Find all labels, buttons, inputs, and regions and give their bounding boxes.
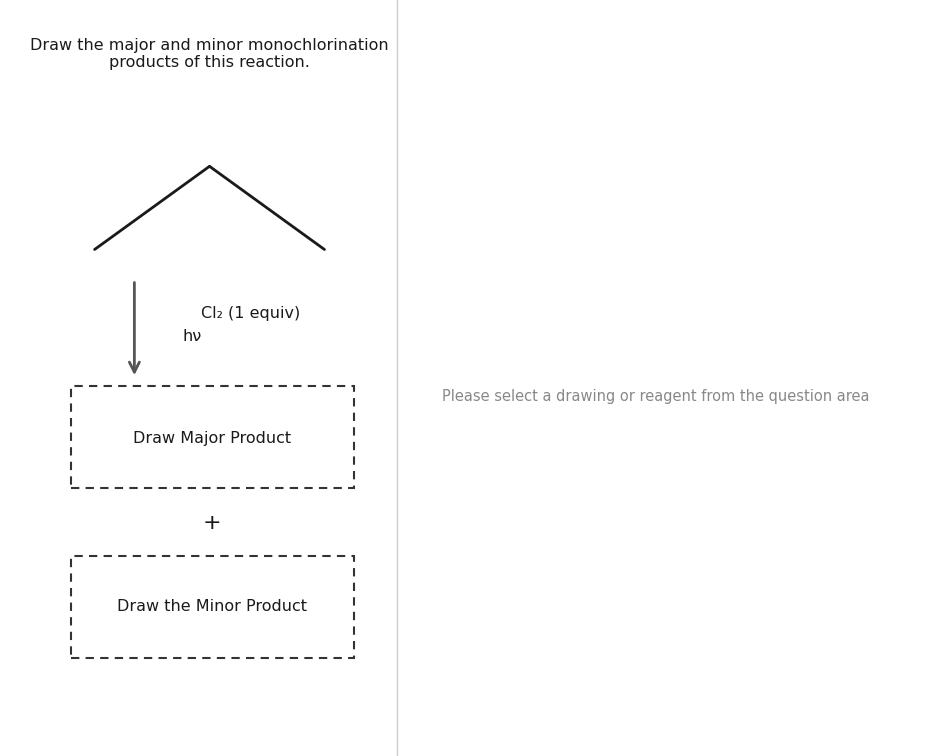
Text: +: +: [203, 513, 221, 533]
Text: Draw the major and minor monochlorination
products of this reaction.: Draw the major and minor monochlorinatio…: [30, 38, 389, 70]
Text: hν: hν: [183, 329, 202, 344]
Text: Cl₂ (1 equiv): Cl₂ (1 equiv): [201, 306, 300, 321]
Text: Draw the Minor Product: Draw the Minor Product: [117, 599, 307, 614]
Text: Draw Major Product: Draw Major Product: [133, 431, 291, 446]
Text: Please select a drawing or reagent from the question area: Please select a drawing or reagent from …: [442, 389, 870, 404]
